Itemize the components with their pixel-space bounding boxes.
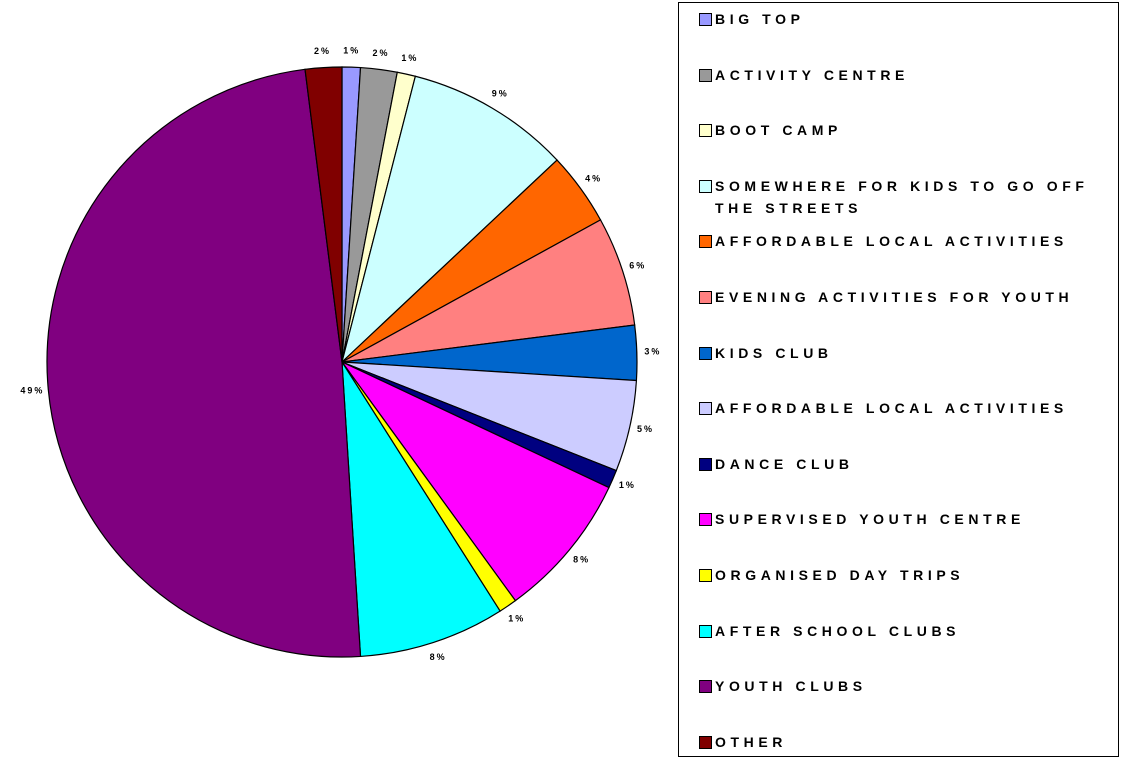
legend-marker [699,513,712,527]
value-label: 2% [372,48,389,58]
value-label: 4% [585,174,602,184]
legend-entry: ACTIVITY CENTRE [699,64,1117,86]
value-label: 3% [644,347,661,357]
legend-marker [699,402,712,416]
legend-entry: DANCE CLUB [699,453,1117,475]
legend-label: ACTIVITY CENTRE [715,66,909,83]
legend-entry: BOOT CAMP [699,119,1117,141]
legend-label: SUPERVISED YOUTH CENTRE [715,511,1025,528]
pie-slice [304,66,343,363]
legend-entry: KIDS CLUB [699,342,1117,364]
value-label: 1% [343,46,360,56]
value-label: 8% [573,555,590,565]
legend-marker [699,235,712,249]
legend-marker [699,624,712,638]
legend: BIG TOP ACTIVITY CENTRE BOOT CAMP SOMEWHERE… [678,2,1119,757]
value-label: 1% [619,480,636,490]
legend-label: AFTER SCHOOL CLUBS [715,622,961,639]
pie-chart: 1% 2% 1% 9% 4% 6% 3% 5% 1% 8% 1% 8% 49% 2% [20,46,661,663]
value-label: 2% [314,46,331,56]
value-label: 8% [430,652,447,662]
value-label: 5% [637,424,654,434]
legend-label: BIG TOP [715,11,805,27]
legend-label: ORGANISED DAY TRIPS [715,567,965,583]
legend-entry: SOMEWHERE FOR KIDS TO GO OFF THE STREETS [699,175,1117,219]
legend-entry: SUPERVISED YOUTH CENTRE [699,508,1117,530]
legend-marker [699,735,712,749]
value-label: 1% [508,614,525,624]
legend-label: AFFORDABLE LOCAL ACTIVITIES [715,400,1068,417]
legend-marker [699,291,712,304]
pie-slice [46,68,362,658]
legend-label: DANCE CLUB [715,455,854,472]
legend-marker [699,13,712,26]
legend-entry: ORGANISED DAY TRIPS [699,564,1117,586]
legend-label: AFFORDABLE LOCAL ACTIVITIES [715,233,1068,250]
pie-slice [341,361,610,602]
legend-label: EVENING ACTIVITIES FOR YOUTH [715,289,1074,305]
legend-marker [699,457,712,471]
pie-slice [340,75,558,364]
legend-marker [699,346,712,360]
legend-entry: EVENING ACTIVITIES FOR YOUTH [699,286,1117,308]
legend-marker [699,680,712,694]
legend-entry: BIG TOP [699,8,1117,30]
value-label: 1% [401,53,418,63]
legend-label: OTHER [715,733,787,750]
legend-marker [699,124,712,138]
value-label: 6% [629,260,646,270]
legend-marker [699,179,712,193]
legend-label: KIDS CLUB [715,344,833,361]
legend-entry: AFFORDABLE LOCAL ACTIVITIES [699,397,1117,419]
legend-entry: YOUTH CLUBS [699,675,1117,697]
pie-slice [341,361,501,658]
legend-entry: AFFORDABLE LOCAL ACTIVITIES [699,230,1117,252]
legend-marker [699,68,712,82]
legend-label: YOUTH CLUBS [715,678,867,695]
legend-marker [699,569,712,582]
legend-label: SOMEWHERE FOR KIDS TO GO OFF THE STREETS [715,177,1089,216]
legend-label: BOOT CAMP [715,122,842,139]
legend-entry: OTHER [699,731,1117,753]
value-label: 9% [492,89,509,99]
value-label: 49% [20,386,44,396]
legend-entry: AFTER SCHOOL CLUBS [699,620,1117,642]
